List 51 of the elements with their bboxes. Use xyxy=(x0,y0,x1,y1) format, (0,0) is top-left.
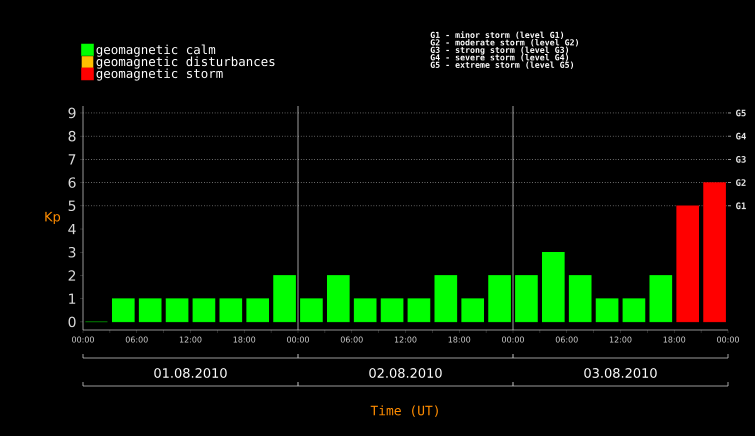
bar xyxy=(112,298,135,322)
bar xyxy=(542,252,565,322)
bar xyxy=(408,298,430,322)
bar xyxy=(246,298,270,322)
text: G2 - moderate storm (level G2) xyxy=(430,39,578,46)
bar xyxy=(326,275,350,322)
y-tick-label: 7 xyxy=(68,154,76,164)
bar xyxy=(568,275,592,322)
bar xyxy=(596,298,618,322)
y-tick-label: 2 xyxy=(68,270,76,281)
y-tick-label: 3 xyxy=(68,246,76,258)
bar xyxy=(166,298,188,322)
y-tick-label: 4 xyxy=(68,224,76,234)
ref-line-label: G5 xyxy=(736,110,746,116)
bar xyxy=(138,298,162,322)
text: G5 - extreme storm (level G5) xyxy=(430,62,574,69)
text: 03.08.2010 xyxy=(584,368,657,378)
bar xyxy=(300,298,323,322)
text: G1 - minor storm (level G1) xyxy=(430,31,564,40)
y-tick-label: 0 xyxy=(68,316,76,328)
ref-line-label: G2 xyxy=(736,179,746,186)
legend-label: geomagnetic disturbances xyxy=(96,56,274,69)
y-tick-label: 6 xyxy=(68,177,76,188)
ref-line-label: G4 xyxy=(736,132,746,140)
ref-line-label: G1 xyxy=(736,202,746,210)
legend-label: geomagnetic calm xyxy=(96,44,216,57)
y-tick-label: 1 xyxy=(69,294,76,304)
text: G4 - severe storm (level G4) xyxy=(430,54,568,62)
bar xyxy=(461,298,484,322)
text: G3 - strong storm (level G3) xyxy=(430,46,568,55)
legend-label: geomagnetic storm xyxy=(96,68,223,81)
text: 01.08.2010 xyxy=(154,368,227,378)
y-tick-label: 9 xyxy=(68,108,76,118)
bar xyxy=(515,275,538,322)
y-tick-label: 8 xyxy=(68,130,76,142)
ref-line-label: G3 xyxy=(736,156,746,163)
bar xyxy=(649,275,672,322)
bar xyxy=(273,275,296,322)
bar xyxy=(380,298,404,322)
bar xyxy=(192,298,216,322)
x-axis-title: Time (UT) xyxy=(370,405,438,417)
bar xyxy=(488,275,511,322)
y-axis-title: Kp xyxy=(45,212,60,224)
text: 02.08.2010 xyxy=(369,368,442,378)
y-tick-label: 5 xyxy=(68,200,76,211)
bar xyxy=(354,298,377,322)
bar xyxy=(219,298,242,322)
bar xyxy=(703,182,726,322)
bar xyxy=(622,298,646,322)
bar xyxy=(676,206,700,322)
bar xyxy=(434,275,458,322)
